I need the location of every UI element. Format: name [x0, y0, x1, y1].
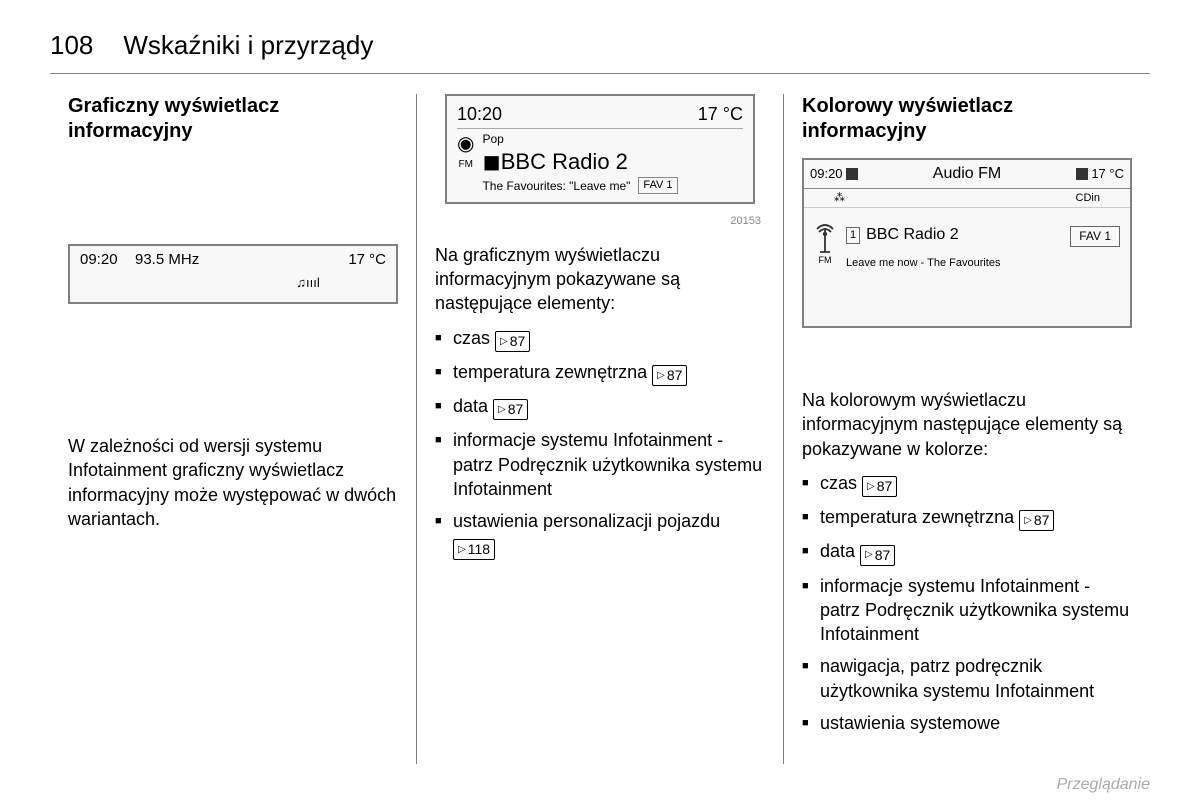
- display-graphic-detailed: 10:20 17 °C ◉ FM Pop ◼BBC Radio 2 The Fa…: [445, 94, 755, 204]
- clock-icon: [846, 168, 858, 180]
- page-reference: 118: [453, 539, 495, 560]
- disp3-title: Audio FM: [880, 163, 1054, 185]
- disp2-track: The Favourites: "Leave me": [482, 178, 630, 194]
- disp3-song: Leave me now - The Favourites: [846, 256, 1060, 271]
- disp3-fav: FAV 1: [1070, 226, 1120, 246]
- list-item: informacje systemu Infotainment - patrz …: [802, 574, 1132, 647]
- col1-paragraph: W zależności od wersji systemu Infotainm…: [68, 434, 398, 531]
- list-item: ustawienia systemowe: [802, 711, 1132, 735]
- page-reference: 87: [1019, 510, 1054, 531]
- page-reference: 87: [860, 545, 895, 566]
- radio-antenna-icon: FM: [814, 224, 836, 266]
- disp3-band: FM: [819, 255, 832, 265]
- list-item: czas 87: [435, 326, 765, 352]
- disp2-genre: Pop: [482, 131, 677, 147]
- column-right: Kolorowy wyświetlacz informacyjny 09:20 …: [783, 94, 1150, 764]
- page-header: 108 Wskaźniki i przyrządy: [50, 30, 1150, 74]
- col3-heading: Kolorowy wyświetlacz informacyjny: [802, 94, 1132, 144]
- list-item: nawigacja, patrz podręcznik użytkownika …: [802, 654, 1132, 703]
- antenna-icon: ◉ FM: [457, 131, 474, 194]
- image-number: 20153: [435, 214, 761, 229]
- disp1-temp: 17 °C: [348, 250, 386, 270]
- disp3-preset: 1: [846, 227, 860, 244]
- disp2-fav: FAV 1: [638, 177, 677, 194]
- disp1-freq: 93.5 MHz: [135, 250, 199, 270]
- col1-heading: Graficzny wyświetlacz informacyjny: [68, 94, 398, 144]
- column-middle: 10:20 17 °C ◉ FM Pop ◼BBC Radio 2 The Fa…: [416, 94, 783, 764]
- display-color: 09:20 Audio FM 17 °C ⁂ CDin FM 1 BBC Rad…: [802, 158, 1132, 328]
- page-footer: Przeglądanie: [1057, 776, 1150, 794]
- disp2-temp: 17 °C: [698, 102, 743, 126]
- disp1-status-icons: ♫ıııl: [80, 274, 386, 292]
- list-item: data 87: [802, 539, 1132, 565]
- temp-icon: [1076, 168, 1088, 180]
- list-item: informacje systemu Infotainment - patrz …: [435, 428, 765, 501]
- col3-list: czas 87 temperatura zewnętrzna 87 data 87 i…: [802, 471, 1132, 735]
- page-reference: 87: [862, 476, 897, 497]
- col2-list: czas 87 temperatura zewnętrzna 87 data 87 i…: [435, 326, 765, 560]
- display-graphic-simple: 09:20 93.5 MHz 17 °C ♫ıııl: [68, 244, 398, 304]
- disp3-temp: 17 °C: [1091, 165, 1124, 183]
- list-item: temperatura zewnętrzna 87: [435, 360, 765, 386]
- disp3-time: 09:20: [810, 165, 843, 183]
- col3-intro: Na kolorowym wyświetlaczu informacyjnym …: [802, 388, 1132, 461]
- disp3-sub-right: CDin: [1076, 191, 1100, 206]
- page-number: 108: [50, 30, 93, 61]
- page-reference: 87: [493, 399, 528, 420]
- content-columns: Graficzny wyświetlacz informacyjny 09:20…: [50, 94, 1150, 764]
- page-reference: 87: [652, 365, 687, 386]
- list-item: czas 87: [802, 471, 1132, 497]
- col2-intro: Na graficznym wyświetlaczu informacyjnym…: [435, 243, 765, 316]
- disp3-sub-left: ⁂: [834, 191, 845, 206]
- list-item: ustawienia personalizacji pojazdu 118: [435, 509, 765, 560]
- list-item: temperatura zewnętrzna 87: [802, 505, 1132, 531]
- chapter-title: Wskaźniki i przyrządy: [123, 30, 373, 61]
- column-left: Graficzny wyświetlacz informacyjny 09:20…: [50, 94, 416, 764]
- page-reference: 87: [495, 331, 530, 352]
- list-item: data 87: [435, 394, 765, 420]
- disp2-time: 10:20: [457, 102, 502, 126]
- disp2-station: ◼BBC Radio 2: [482, 147, 677, 177]
- disp3-station: BBC Radio 2: [866, 224, 959, 246]
- disp2-band: FM: [459, 159, 473, 170]
- disp1-time: 09:20: [80, 250, 118, 270]
